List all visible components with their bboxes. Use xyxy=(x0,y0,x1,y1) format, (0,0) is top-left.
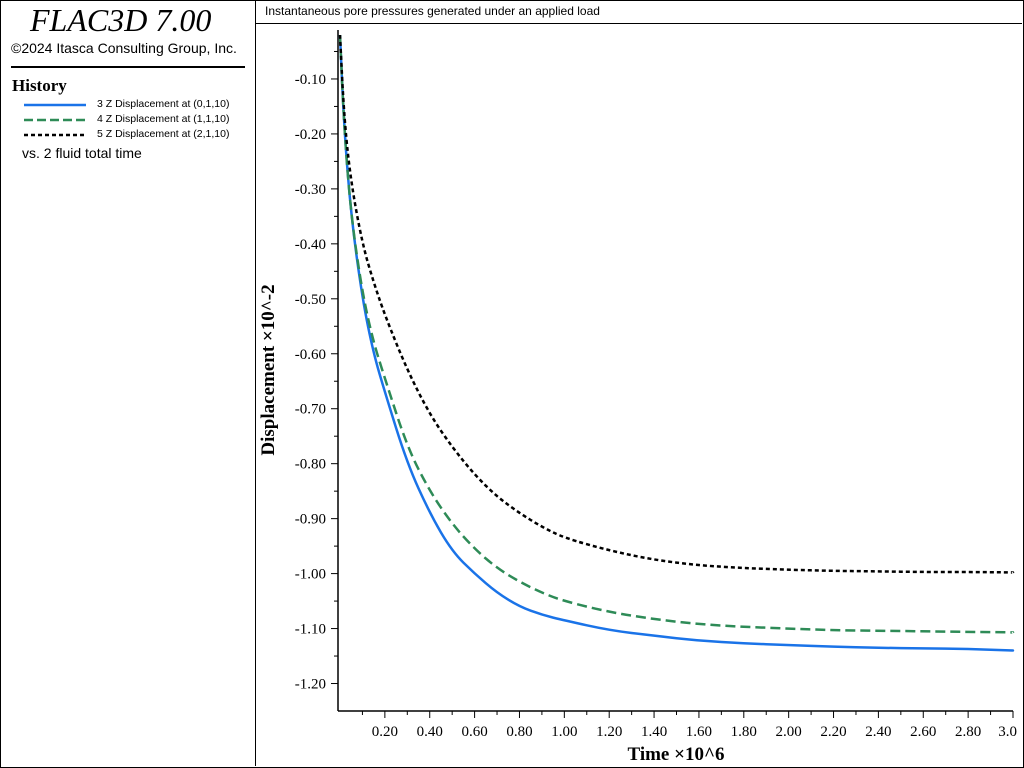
x-tick-label: 1.20 xyxy=(596,724,622,740)
x-tick-label: 2.20 xyxy=(820,724,846,740)
y-tick-label: -1.00 xyxy=(295,567,326,583)
y-tick-label: -1.10 xyxy=(295,622,326,638)
axes xyxy=(331,30,1014,718)
axis-labels: -0.10 -0.20 -0.30 -0.40 -0.50 -0.60 -0.70 -0.80… xyxy=(258,72,1017,765)
y-tick-label: -0.80 xyxy=(295,457,326,473)
x-tick-label: 2.00 xyxy=(776,724,802,740)
x-tick-label: 0.60 xyxy=(461,724,487,740)
series-line-5 xyxy=(338,34,1015,574)
y-tick-label: -0.30 xyxy=(295,182,326,198)
x-tick-label: 3.0 xyxy=(998,724,1017,740)
x-tick-label: 2.80 xyxy=(955,724,981,740)
legend-item-series-5: 5 Z Displacement at (2,1,10) xyxy=(22,128,254,142)
dashed-line-swatch-icon xyxy=(24,118,86,122)
x-tick-label: 2.40 xyxy=(865,724,891,740)
series-line-4 xyxy=(338,34,1015,634)
copyright-text: ©2024 Itasca Consulting Group, Inc. xyxy=(11,40,237,56)
x-tick-label: 1.80 xyxy=(731,724,757,740)
x-tick-label: 1.40 xyxy=(641,724,667,740)
x-tick-label: 1.60 xyxy=(686,724,712,740)
y-tick-label: -0.60 xyxy=(295,347,326,363)
x-tick-label: 1.00 xyxy=(551,724,577,740)
y-tick-label: -0.20 xyxy=(295,127,326,143)
y-tick-label: -1.20 xyxy=(295,677,326,693)
x-tick-label: 0.80 xyxy=(506,724,532,740)
x-tick-label: 2.60 xyxy=(910,724,936,740)
legend-panel: FLAC3D 7.00 ©2024 Itasca Consulting Grou… xyxy=(0,0,256,766)
y-tick-label: -0.90 xyxy=(295,512,326,528)
y-tick-label: -0.50 xyxy=(295,292,326,308)
legend-item-label: 4 Z Displacement at (1,1,10) xyxy=(97,113,230,125)
legend-item-series-4: 4 Z Displacement at (1,1,10) xyxy=(22,113,254,127)
series-line-3 xyxy=(338,34,1015,652)
x-axis-title: Time ×10^6 xyxy=(628,744,725,765)
solid-line-swatch-icon xyxy=(24,103,86,107)
y-tick-label: -0.70 xyxy=(295,402,326,418)
caption-divider xyxy=(256,23,1022,24)
legend-heading: History xyxy=(12,76,67,95)
x-variable-label: vs. 2 fluid total time xyxy=(22,145,142,161)
x-tick-label: 0.40 xyxy=(417,724,443,740)
legend-item-label: 5 Z Displacement at (2,1,10) xyxy=(97,128,230,140)
legend-divider xyxy=(11,66,245,68)
app-title: FLAC3D 7.00 xyxy=(30,2,212,38)
dotted-line-swatch-icon xyxy=(24,133,86,137)
legend-item-series-3: 3 Z Displacement at (0,1,10) xyxy=(22,98,254,112)
series-lines xyxy=(338,34,1015,652)
plot-caption: Instantaneous pore pressures generated u… xyxy=(265,4,600,18)
legend-item-label: 3 Z Displacement at (0,1,10) xyxy=(97,98,230,110)
x-tick-label: 0.20 xyxy=(372,724,398,740)
y-tick-label: -0.40 xyxy=(295,237,326,253)
y-tick-label: -0.10 xyxy=(295,72,326,88)
y-axis-title: Displacement ×10^-2 xyxy=(258,284,279,455)
